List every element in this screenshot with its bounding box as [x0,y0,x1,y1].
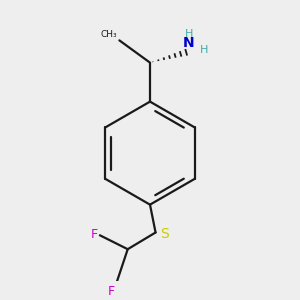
Text: H: H [200,45,208,55]
Text: N: N [183,36,195,50]
Text: F: F [108,285,115,298]
Text: F: F [91,228,98,241]
Text: S: S [160,227,169,241]
Text: H: H [185,29,193,39]
Text: CH₃: CH₃ [100,30,117,39]
